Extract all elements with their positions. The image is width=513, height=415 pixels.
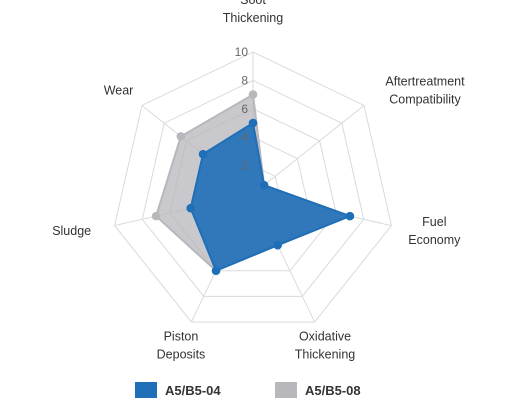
- axis-label: Wear: [104, 84, 134, 98]
- axis-label: Compatibility: [389, 93, 461, 107]
- axis-label: Oxidative: [299, 330, 351, 344]
- series-2: [186, 118, 355, 276]
- data-point[interactable]: [345, 211, 355, 221]
- axis-label: Aftertreatment: [385, 75, 465, 89]
- tick-label: 4: [241, 130, 248, 144]
- data-point[interactable]: [176, 132, 186, 141]
- axis-label: Fuel: [422, 215, 446, 229]
- grid-spoke: [252, 105, 365, 195]
- tick-label: 6: [241, 102, 248, 116]
- series-area: [189, 122, 351, 272]
- data-point[interactable]: [248, 90, 258, 99]
- legend-swatch: [135, 382, 157, 398]
- axis-label: Thickening: [295, 348, 355, 362]
- legend-item[interactable]: A5/B5-04: [135, 382, 221, 398]
- axis-label: Soot: [240, 0, 266, 7]
- data-point[interactable]: [211, 266, 221, 276]
- tick-label: 10: [235, 45, 249, 59]
- data-point[interactable]: [248, 118, 258, 128]
- tick-label: 8: [241, 73, 248, 87]
- data-point[interactable]: [259, 180, 269, 190]
- grid-ring-10: [114, 51, 392, 323]
- radar-tick-labels: 2 4 6 8 10: [235, 45, 249, 173]
- radar-series: [151, 90, 355, 276]
- axis-label: Sludge: [52, 224, 91, 238]
- legend-item[interactable]: A5/B5-08: [275, 382, 361, 398]
- grid-ring-8: [141, 79, 365, 297]
- tick-label: 2: [241, 159, 248, 173]
- radar-axis-labels: Soot Thickening Aftertreatment Compatibilit…: [52, 0, 465, 362]
- data-point[interactable]: [198, 149, 208, 159]
- legend-label: A5/B5-08: [305, 383, 361, 398]
- legend-swatch: [275, 382, 297, 398]
- axis-label: Thickening: [223, 11, 283, 25]
- legend: A5/B5-04 A5/B5-08: [135, 382, 361, 398]
- axis-label: Piston: [164, 330, 199, 344]
- data-point[interactable]: [273, 240, 282, 250]
- legend-label: A5/B5-04: [165, 383, 221, 398]
- axis-label: Economy: [408, 233, 461, 247]
- data-point[interactable]: [186, 203, 195, 213]
- data-point[interactable]: [151, 211, 161, 221]
- axis-label: Deposits: [157, 348, 206, 362]
